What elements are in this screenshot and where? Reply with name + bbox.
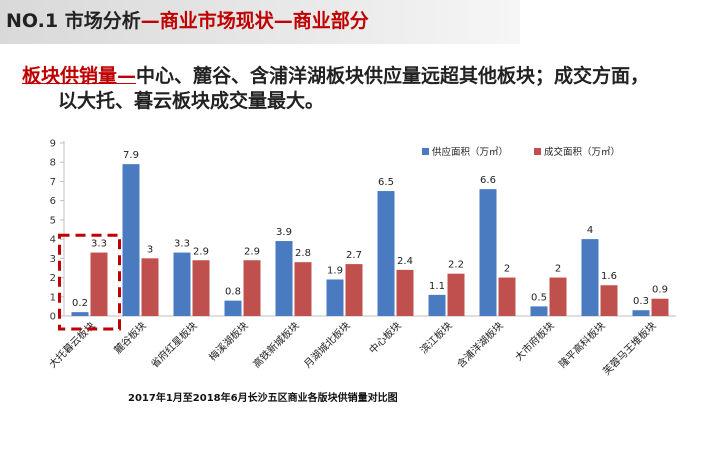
bar-supply	[224, 300, 242, 316]
x-tick-label: 大市府板块	[512, 319, 557, 364]
data-label: 0.2	[72, 298, 88, 309]
data-label: 6.5	[378, 177, 394, 188]
page-title: NO.1 市场分析—商业市场现状—商业部分	[6, 6, 369, 33]
headline: 板块供销量—中心、麓谷、含浦洋湖板块供应量远超其他板块；成交方面， 以大托、暮云…	[22, 64, 702, 114]
data-label: 2	[504, 264, 510, 275]
data-label: 4	[587, 225, 593, 236]
x-tick-label: 省府红星板块	[148, 319, 200, 371]
x-tick-label: 梅溪湖板块	[206, 319, 251, 364]
bar-deal	[90, 252, 108, 316]
legend-label: 成交面积（万㎡）	[544, 146, 620, 158]
data-label: 0.8	[225, 287, 241, 298]
data-label: 2.4	[397, 256, 413, 267]
bar-supply	[275, 241, 293, 316]
data-label: 2.8	[295, 248, 311, 259]
bar-supply	[377, 191, 395, 316]
x-tick-label: 高铁新城板块	[250, 319, 302, 371]
data-label: 7.9	[123, 150, 139, 161]
data-label: 2.2	[448, 260, 464, 271]
bar-deal	[549, 277, 567, 316]
bar-deal	[396, 269, 414, 316]
bar-deal	[243, 260, 261, 316]
data-label: 6.6	[480, 175, 496, 186]
legend-swatch	[422, 148, 429, 155]
headline-line2: 以大托、暮云板块成交量最大。	[58, 90, 325, 112]
y-tick-label: 9	[50, 139, 56, 150]
bar-supply	[479, 189, 497, 316]
bar-supply	[326, 279, 344, 316]
x-tick-label: 月湖城北板块	[301, 319, 353, 371]
data-label: 3	[147, 244, 153, 255]
headline-text: 中心、麓谷、含浦洋湖板块供应量远超其他板块；成交方面，	[136, 65, 650, 87]
bar-supply	[632, 310, 650, 316]
data-label: 3.9	[276, 227, 292, 238]
data-label: 3.3	[91, 239, 107, 250]
headline-highlight: 板块供销量—	[22, 65, 137, 87]
bar-supply	[71, 312, 89, 316]
bar-deal	[141, 258, 159, 316]
bar-deal	[600, 285, 618, 316]
legend-label: 供应面积（万㎡）	[432, 146, 508, 158]
legend-swatch	[534, 148, 541, 155]
data-label: 2.9	[244, 246, 260, 257]
x-tick-label: 麓谷板块	[111, 319, 148, 356]
bar-deal	[192, 260, 210, 316]
x-tick-label: 滨江板块	[417, 319, 454, 356]
bar-supply	[173, 252, 191, 316]
data-label: 0.5	[531, 292, 547, 303]
data-label: 3.3	[174, 239, 190, 250]
y-tick-label: 8	[50, 158, 56, 169]
y-tick-label: 5	[50, 215, 56, 226]
bar-supply	[581, 239, 599, 316]
x-tick-label: 芙蓉马王堆板块	[600, 319, 659, 378]
bar-deal	[447, 273, 465, 316]
bar-supply	[428, 294, 446, 316]
y-tick-label: 2	[50, 273, 56, 284]
y-tick-label: 7	[50, 177, 56, 188]
bar-deal	[651, 298, 669, 316]
data-label: 0.9	[652, 285, 668, 296]
page-title-prefix: NO.1 市场分析	[6, 10, 141, 32]
x-tick-label: 大托暮云板块	[46, 319, 98, 371]
page-title-rest: —商业市场现状—商业部分	[140, 10, 369, 32]
x-tick-label: 隆平高科板块	[556, 319, 608, 371]
data-label: 2.9	[193, 246, 209, 257]
bar-deal	[294, 262, 312, 316]
y-tick-label: 1	[50, 292, 56, 303]
y-tick-label: 3	[50, 254, 56, 265]
data-label: 2	[555, 264, 561, 275]
data-label: 1.6	[601, 271, 617, 282]
bar-deal	[345, 264, 363, 316]
bar-supply	[122, 164, 140, 316]
y-tick-label: 0	[50, 312, 56, 323]
y-tick-label: 4	[50, 235, 56, 246]
data-label: 1.9	[327, 265, 343, 276]
data-label: 2.7	[346, 250, 362, 261]
data-label: 1.1	[429, 281, 445, 292]
x-tick-label: 含浦洋湖板块	[454, 319, 506, 371]
header-band	[0, 0, 520, 44]
y-tick-label: 6	[50, 196, 56, 207]
highlight-box	[58, 233, 121, 331]
bar-deal	[498, 277, 516, 316]
bar-supply	[530, 306, 548, 316]
data-label: 0.3	[633, 296, 649, 307]
x-tick-label: 中心板块	[366, 319, 403, 356]
chart-caption: 2017年1月至2018年6月长沙五区商业各版块供销量对比图	[128, 393, 398, 404]
